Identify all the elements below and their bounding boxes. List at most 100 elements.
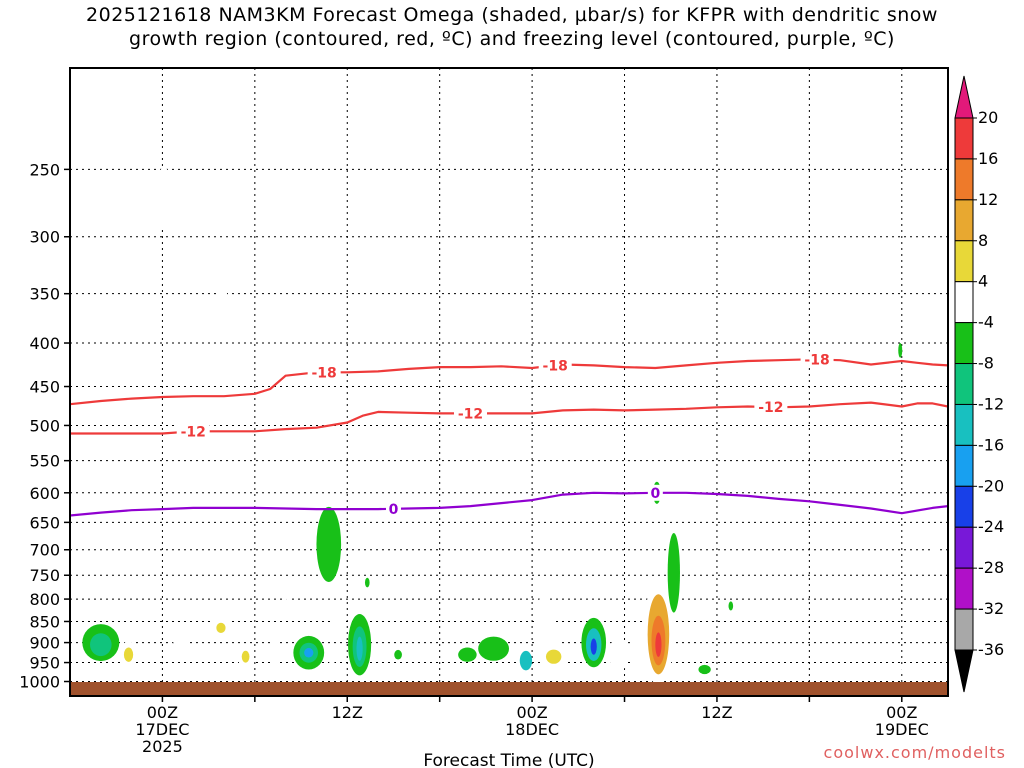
plot-frame <box>69 67 949 697</box>
x-tick-label: 12Z <box>701 703 732 722</box>
omega-cell <box>241 650 250 663</box>
y-tick-label: 800 <box>29 590 60 609</box>
omega-cell <box>364 577 370 588</box>
colorbar-swatch <box>954 363 974 405</box>
y-tick-label: 500 <box>29 416 60 435</box>
contour-label-bg <box>754 399 788 416</box>
colorbar-swatch <box>954 199 974 242</box>
omega-cell <box>667 532 680 613</box>
contour-label: -18 <box>543 358 568 374</box>
y-tick-label: 650 <box>29 513 60 532</box>
x-tick-label: 17DEC <box>135 720 189 739</box>
x-tick-label: 00Z <box>147 703 178 722</box>
x-tick-label: 00Z <box>886 703 917 722</box>
y-tick-label: 950 <box>29 654 60 673</box>
omega-cell <box>609 636 628 673</box>
x-tick-label: 18DEC <box>505 720 559 739</box>
y-tick-label: 400 <box>29 334 60 353</box>
colorbar-label: -20 <box>978 476 1004 495</box>
colorbar-label: -36 <box>978 640 1004 659</box>
omega-cell <box>458 647 477 662</box>
colorbar-swatch <box>954 322 974 365</box>
omega-cell <box>217 265 228 339</box>
y-tick-label: 1000 <box>19 673 60 692</box>
colorbar-swatch <box>954 444 974 487</box>
colorbar-swatch <box>954 485 974 528</box>
omega-shading <box>82 167 941 685</box>
omega-cell <box>698 664 711 675</box>
omega-cell <box>216 622 226 634</box>
contour-line <box>70 491 948 517</box>
colorbar-label: -16 <box>978 435 1004 454</box>
chart-title-line1: 2025121618 NAM3KM Forecast Omega (shaded… <box>86 4 938 26</box>
x-axis-title: Forecast Time (UTC) <box>423 751 594 768</box>
omega-cell <box>655 632 662 657</box>
omega-cell <box>590 638 597 655</box>
omega-cell <box>545 649 562 664</box>
colorbar-label: -28 <box>978 558 1004 577</box>
contour-label: -18 <box>312 365 337 381</box>
colorbar-label: -24 <box>978 517 1004 536</box>
contour-label-bg <box>385 500 401 517</box>
omega-cell <box>168 623 194 645</box>
y-tick-label: 700 <box>29 541 60 560</box>
omega-cell <box>519 650 533 671</box>
y-tick-label: 250 <box>29 160 60 179</box>
colorbar-label: 4 <box>978 272 988 291</box>
colorbar-swatch <box>954 526 974 569</box>
omega-cell <box>728 601 734 611</box>
plot-background <box>70 68 948 696</box>
omega-cell <box>394 649 402 660</box>
colorbar-swatch <box>954 117 974 160</box>
colorbar: 20 16 12 8 4 -4 -8 -12 -16 -20 -24 -28 -32 -36 <box>954 75 1004 693</box>
omega-cell <box>931 531 941 558</box>
omega-cell <box>123 647 134 662</box>
y-tick-label: 300 <box>29 228 60 247</box>
contour-label-bg <box>647 484 663 501</box>
colorbar-swatch <box>954 158 974 201</box>
omega-cell <box>316 506 342 583</box>
x-tick-label: 12Z <box>332 703 363 722</box>
colorbar-swatch <box>954 567 974 610</box>
omega-cell <box>285 585 292 604</box>
colorbar-swatch <box>954 281 974 324</box>
contour-label: 0 <box>650 486 660 502</box>
x-tick-label: 19DEC <box>875 720 929 739</box>
omega-cell <box>90 633 112 657</box>
y-axis: 250 300 350 400 450 500 550 600 650 700 750 800 850 9… <box>19 160 70 692</box>
colorbar-swatch <box>954 608 974 651</box>
contour-lines: -18 -18 -18 -12 -12 -12 0 0 <box>70 351 948 518</box>
contour-label-bg <box>800 351 834 368</box>
y-tick-label: 750 <box>29 566 60 585</box>
omega-cell <box>268 638 282 667</box>
colorbar-label: -4 <box>978 313 994 332</box>
y-tick-label: 600 <box>29 484 60 503</box>
contour-label-bg <box>538 357 572 374</box>
y-tick-label: 350 <box>29 285 60 304</box>
y-tick-label: 450 <box>29 378 60 397</box>
contour-label: -12 <box>181 424 206 440</box>
y-tick-label: 900 <box>29 634 60 653</box>
omega-cell <box>154 167 174 228</box>
colorbar-label: -12 <box>978 394 1004 413</box>
colorbar-label: 20 <box>978 108 998 127</box>
omega-cell <box>304 647 314 658</box>
grid-lines <box>70 68 948 696</box>
contour-line <box>70 358 948 406</box>
contour-label-bg <box>453 405 487 422</box>
contour-line <box>70 401 948 435</box>
colorbar-label: 12 <box>978 190 998 209</box>
x-tick-label: 2025 <box>142 737 183 756</box>
omega-cell <box>328 660 335 669</box>
omega-cell <box>478 636 509 661</box>
omega-cell <box>356 636 363 661</box>
omega-cell <box>897 663 928 672</box>
colorbar-swatch <box>954 240 974 283</box>
colorbar-bottom-arrow <box>954 649 974 693</box>
colorbar-swatch <box>954 403 974 446</box>
credit-text: coolwx.com/modelts <box>823 743 1006 762</box>
contour-label-bg <box>176 423 210 440</box>
contour-label: -12 <box>758 400 783 416</box>
